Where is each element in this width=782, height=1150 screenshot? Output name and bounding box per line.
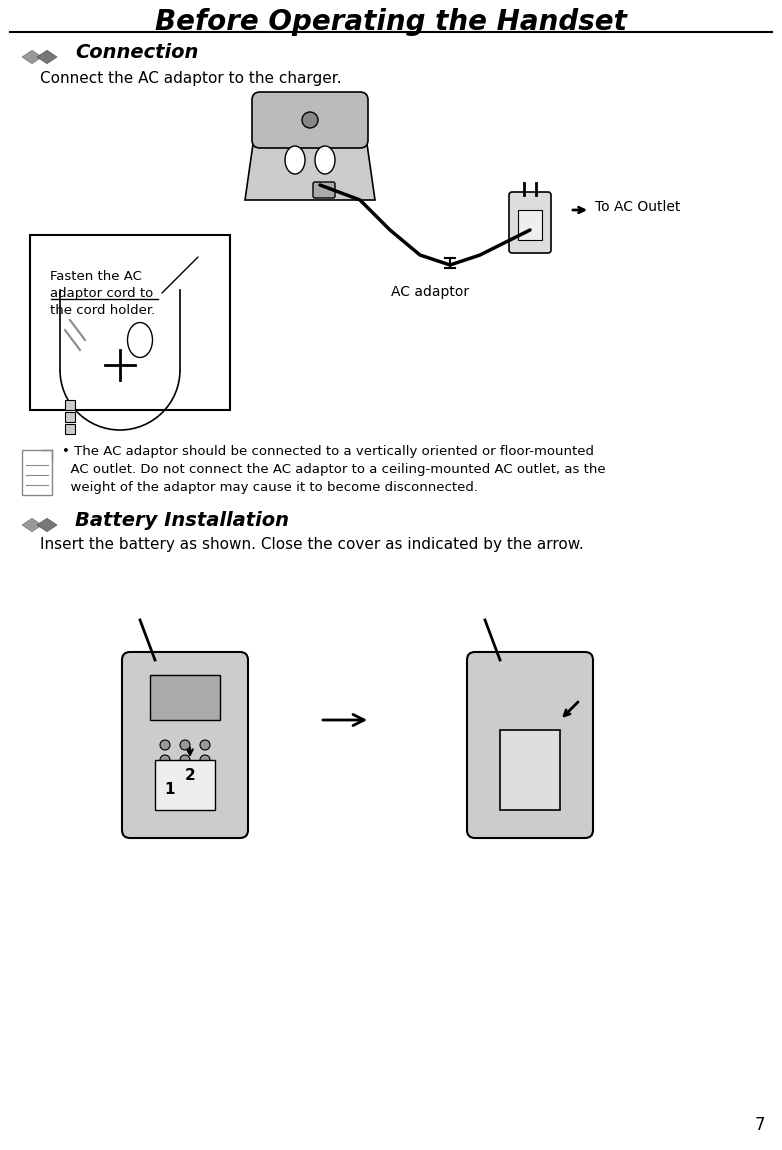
Text: Battery Installation: Battery Installation	[75, 511, 289, 529]
Text: Insert the battery as shown. Close the cover as indicated by the arrow.: Insert the battery as shown. Close the c…	[40, 537, 583, 552]
Circle shape	[200, 739, 210, 750]
Text: weight of the adaptor may cause it to become disconnected.: weight of the adaptor may cause it to be…	[62, 481, 478, 494]
Bar	[500, 730, 560, 810]
Circle shape	[180, 739, 190, 750]
Bar	[518, 210, 542, 240]
Ellipse shape	[127, 322, 152, 358]
Text: 1: 1	[165, 782, 175, 797]
Bar	[155, 760, 215, 810]
Circle shape	[180, 756, 190, 765]
Text: Before Operating the Handset: Before Operating the Handset	[155, 8, 627, 36]
Bar	[65, 400, 75, 411]
Polygon shape	[22, 519, 42, 531]
Polygon shape	[245, 130, 375, 200]
Polygon shape	[22, 51, 42, 63]
Circle shape	[160, 756, 170, 765]
Text: Fasten the AC
adaptor cord to
the cord holder.: Fasten the AC adaptor cord to the cord h…	[50, 270, 156, 317]
Text: To AC Outlet: To AC Outlet	[595, 200, 680, 214]
Polygon shape	[37, 51, 57, 63]
Text: AC adaptor: AC adaptor	[391, 285, 469, 299]
Circle shape	[160, 739, 170, 750]
FancyBboxPatch shape	[122, 652, 248, 838]
FancyBboxPatch shape	[313, 182, 335, 198]
Polygon shape	[37, 519, 57, 531]
FancyBboxPatch shape	[509, 192, 551, 253]
Text: • The AC adaptor should be connected to a vertically oriented or floor-mounted: • The AC adaptor should be connected to …	[62, 445, 594, 458]
Text: 2: 2	[185, 767, 196, 782]
Bar	[150, 675, 220, 720]
Bar	[22, 450, 52, 494]
Text: Connection: Connection	[75, 43, 199, 61]
Circle shape	[200, 756, 210, 765]
Bar	[65, 412, 75, 422]
FancyBboxPatch shape	[467, 652, 593, 838]
Text: AC outlet. Do not connect the AC adaptor to a ceiling-mounted AC outlet, as the: AC outlet. Do not connect the AC adaptor…	[62, 463, 605, 476]
Text: Connect the AC adaptor to the charger.: Connect the AC adaptor to the charger.	[40, 70, 342, 85]
Text: 7: 7	[755, 1116, 766, 1134]
Ellipse shape	[285, 146, 305, 174]
Circle shape	[302, 112, 318, 128]
Bar	[30, 235, 230, 411]
FancyBboxPatch shape	[252, 92, 368, 148]
Ellipse shape	[315, 146, 335, 174]
Bar	[65, 424, 75, 434]
